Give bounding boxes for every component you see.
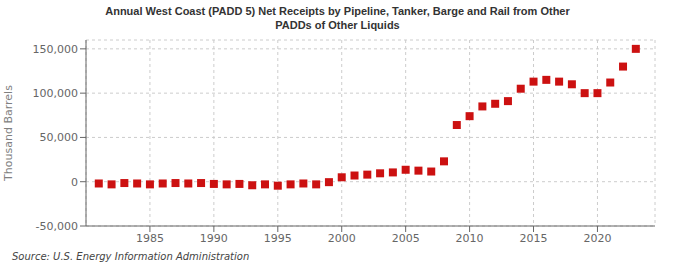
svg-text:1990: 1990 (200, 232, 228, 245)
svg-text:100,000: 100,000 (33, 87, 79, 100)
svg-text:2020: 2020 (583, 232, 611, 245)
svg-text:0: 0 (71, 176, 78, 189)
html-text:PADDs of Other Liquids: PADDs of Other Liquids (275, 19, 400, 31)
svg-text:2010: 2010 (456, 232, 484, 245)
svg-text:Thousand Barrels: Thousand Barrels (8, 85, 15, 182)
html-text:Annual West Coast (PADD 5) Net: Annual West Coast (PADD 5) Net Receipts … (105, 5, 570, 17)
svg-text:2015: 2015 (520, 232, 548, 245)
svg-text:50,000: 50,000 (40, 131, 79, 144)
html-text:Source: U.S. Energy Informatio: Source: U.S. Energy Information Administ… (12, 251, 250, 262)
svg-text:150,000: 150,000 (33, 43, 79, 56)
svg-text:2000: 2000 (328, 232, 356, 245)
svg-text:-50,000: -50,000 (36, 220, 78, 233)
svg-text:1985: 1985 (136, 232, 164, 245)
svg-text:1995: 1995 (264, 232, 292, 245)
svg-text:2005: 2005 (392, 232, 420, 245)
